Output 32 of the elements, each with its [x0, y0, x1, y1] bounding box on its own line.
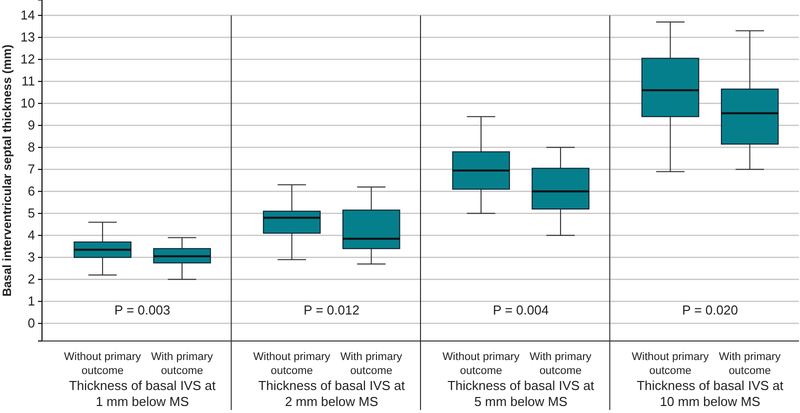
y-tick-label: 5: [28, 206, 35, 221]
y-tick-label: 3: [28, 250, 35, 265]
x-tick-label: With primary outcome: [340, 351, 403, 377]
y-tick-label: 7: [28, 162, 35, 177]
y-tick-label: 14: [20, 8, 35, 23]
text: Thickness of basal IVS at 2 mm below MS: [258, 378, 406, 409]
y-tick-label: 13: [20, 30, 35, 45]
x-tick-label: With primary outcome: [151, 351, 214, 377]
y-tick-label: 8: [28, 140, 35, 155]
x-tick-label: With primary outcome: [718, 351, 782, 377]
text: Thickness of basal IVS at 10 mm below MS: [636, 378, 784, 409]
x-tick-label: Without primary outcome: [64, 351, 142, 377]
annotation: P = 0.020: [682, 302, 738, 318]
text: Thickness of basal IVS at 5 mm below MS: [447, 378, 595, 409]
y-tick-label: 6: [28, 184, 35, 199]
y-tick-label: 0: [28, 316, 35, 331]
annotation: P = 0.003: [114, 302, 170, 318]
y-tick-label: 12: [20, 52, 35, 67]
text: Thickness of basal IVS at 1 mm below MS: [68, 378, 216, 409]
annotation: P = 0.004: [492, 302, 549, 318]
y-tick-label: 10: [20, 96, 35, 111]
y-tick-label: 1: [28, 294, 35, 309]
y-axis-title: Basal interventricular septal thickness (mm): [0, 44, 14, 297]
x-tick-label: With primary outcome: [530, 351, 592, 377]
y-tick-label: 2: [28, 272, 35, 287]
x-tick-label: Without primary outcome: [442, 351, 520, 377]
annotation: P = 0.012: [304, 302, 360, 318]
y-tick-label: 9: [28, 118, 35, 133]
y-tick-label: 4: [28, 228, 35, 243]
y-tick-label: 11: [22, 74, 35, 89]
x-tick-label: Without primary outcome: [632, 351, 710, 377]
x-tick-label: Without primary outcome: [253, 351, 331, 377]
